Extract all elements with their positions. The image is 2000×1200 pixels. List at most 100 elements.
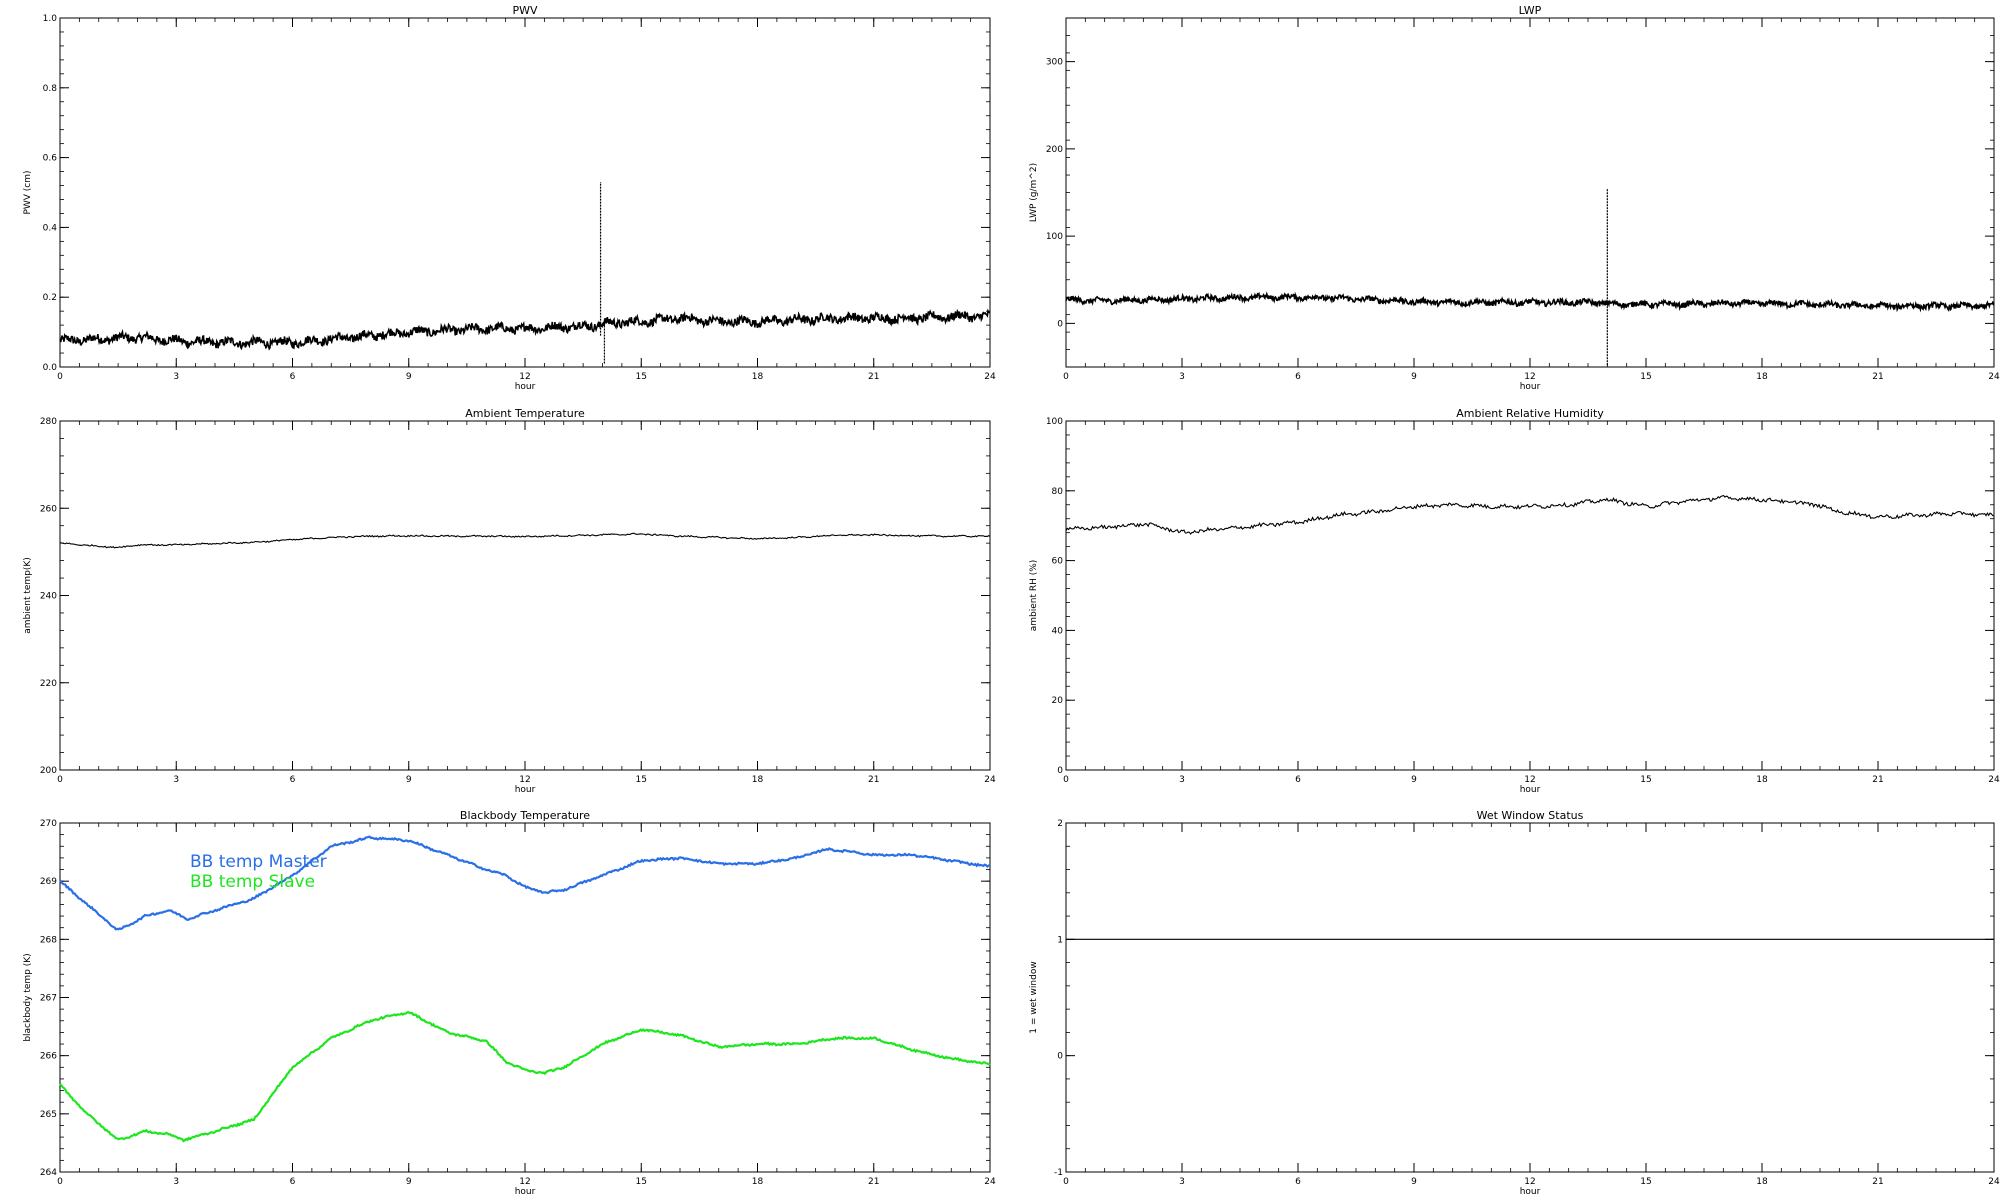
y-tick-label: 280 (40, 417, 57, 427)
series-line-1 (59, 308, 991, 351)
y-tick-label: 260 (40, 504, 57, 514)
x-tick-label: 12 (519, 775, 530, 785)
y-tick-label: 1 (1057, 935, 1063, 945)
x-tick-label: 18 (1756, 1177, 1768, 1187)
x-tick-label: 6 (290, 1177, 296, 1187)
x-tick-label: 15 (1640, 775, 1651, 785)
x-tick-label: 0 (1063, 372, 1069, 382)
y-tick-label: 265 (40, 1110, 57, 1120)
y-tick-label: 267 (40, 994, 57, 1004)
y-tick-label: 268 (40, 935, 57, 945)
x-tick-label: 9 (406, 1177, 412, 1187)
chart-title: Ambient Relative Humidity (1456, 407, 1604, 420)
y-tick-label: 0.8 (43, 84, 58, 94)
x-tick-label: 0 (1063, 775, 1069, 785)
x-tick-label: 6 (290, 372, 296, 382)
x-tick-label: 0 (57, 372, 63, 382)
x-tick-label: 9 (1411, 1177, 1417, 1187)
x-tick-label: 24 (984, 775, 996, 785)
chart-lwp: LWP 0 3 6 9 12 15 18 21 24 0 100 200 300 hour LWP (g/m^… (1029, 4, 2000, 392)
x-tick-label: 21 (1872, 372, 1883, 382)
x-tick-label: 0 (1063, 1177, 1069, 1187)
y-tick-label: 266 (40, 1052, 57, 1062)
x-tick-label: 3 (173, 372, 179, 382)
x-tick-label: 6 (290, 775, 296, 785)
chart-pwv: PWV 0 3 6 9 12 15 18 21 24 0.0 0.2 0.4 0.6 0.8 1.0 hour P… (23, 4, 996, 392)
y-axis-label: ambient temp(K) (23, 557, 33, 634)
y-tick-label: 0.2 (43, 293, 57, 303)
y-tick-label: 100 (1046, 232, 1063, 242)
y-tick-label: 240 (40, 592, 57, 602)
x-tick-label: 24 (984, 372, 996, 382)
x-tick-label: 15 (1640, 372, 1651, 382)
x-tick-label: 21 (1872, 775, 1883, 785)
y-tick-label: 200 (40, 766, 57, 776)
x-axis-label: hour (515, 382, 536, 392)
x-tick-label: 24 (1988, 775, 2000, 785)
y-tick-label: 269 (40, 877, 57, 887)
x-tick-label: 18 (752, 775, 764, 785)
x-tick-label: 15 (636, 775, 647, 785)
plot-frame (1065, 17, 1995, 368)
y-tick-label: 2 (1057, 819, 1063, 829)
x-tick-label: 3 (1179, 775, 1185, 785)
x-tick-label: 0 (57, 775, 63, 785)
y-axis-label: 1 = wet window (1029, 961, 1039, 1033)
chart-ambient-relative-humidity: Ambient Relative Humidity 0 3 6 9 12 15 18 21 24 0… (1029, 407, 2000, 795)
x-tick-label: 12 (1524, 372, 1535, 382)
x-axis-label: hour (515, 1187, 536, 1197)
chart-blackbody-temperature: Blackbody Temperature 0 3 6 9 12 15 18 21 24 264 26… (23, 809, 996, 1197)
x-tick-label: 3 (1179, 372, 1185, 382)
x-tick-label: 15 (636, 372, 647, 382)
y-tick-label: 220 (40, 679, 57, 689)
x-tick-label: 9 (1411, 372, 1417, 382)
series-line-1 (1065, 494, 1995, 535)
series-line-1 (59, 835, 991, 931)
x-tick-label: 6 (1295, 1177, 1301, 1187)
y-tick-label: 60 (1052, 557, 1064, 567)
x-axis-label: hour (515, 785, 536, 795)
x-tick-label: 6 (1295, 372, 1301, 382)
x-tick-label: 24 (1988, 372, 2000, 382)
y-tick-label: -1 (1054, 1168, 1063, 1178)
x-axis-label: hour (1520, 1187, 1541, 1197)
chart-title: Ambient Temperature (465, 407, 585, 420)
x-tick-label: 9 (1411, 775, 1417, 785)
x-axis-label: hour (1520, 785, 1541, 795)
x-tick-label: 21 (868, 372, 879, 382)
y-tick-label: 264 (40, 1168, 57, 1178)
x-tick-label: 24 (1988, 1177, 2000, 1187)
y-tick-label: 20 (1052, 696, 1064, 706)
plot-frame (1065, 822, 1995, 1173)
x-tick-label: 3 (173, 775, 179, 785)
x-axis-label: hour (1520, 382, 1541, 392)
x-tick-label: 18 (752, 1177, 764, 1187)
y-axis-label: ambient RH (%) (1029, 560, 1039, 632)
plot-frame (59, 17, 991, 368)
x-tick-label: 15 (1640, 1177, 1651, 1187)
y-tick-label: 1.0 (43, 14, 58, 24)
x-tick-label: 0 (57, 1177, 63, 1187)
x-tick-label: 9 (406, 775, 412, 785)
y-axis-label: LWP (g/m^2) (1029, 163, 1039, 222)
x-tick-label: 18 (752, 372, 764, 382)
x-tick-label: 21 (868, 775, 879, 785)
x-tick-label: 21 (1872, 1177, 1883, 1187)
chart-title: LWP (1519, 4, 1542, 17)
legend-entry: BB temp Master (190, 852, 327, 872)
chart-ambient-temperature: Ambient Temperature 0 3 6 9 12 15 18 21 24 200 220 2… (23, 407, 996, 795)
x-tick-label: 18 (1756, 775, 1768, 785)
chart-title: Blackbody Temperature (460, 809, 590, 822)
series-line-1 (59, 532, 991, 549)
x-tick-label: 18 (1756, 372, 1768, 382)
x-tick-label: 12 (1524, 775, 1535, 785)
plot-frame (59, 420, 991, 771)
x-tick-label: 9 (406, 372, 412, 382)
y-tick-label: 0.6 (43, 154, 58, 164)
y-tick-label: 0 (1057, 766, 1063, 776)
chart-title: Wet Window Status (1477, 809, 1584, 822)
x-tick-label: 3 (173, 1177, 179, 1187)
series-line-1 (1065, 291, 1995, 313)
series-line-2 (59, 1010, 991, 1143)
